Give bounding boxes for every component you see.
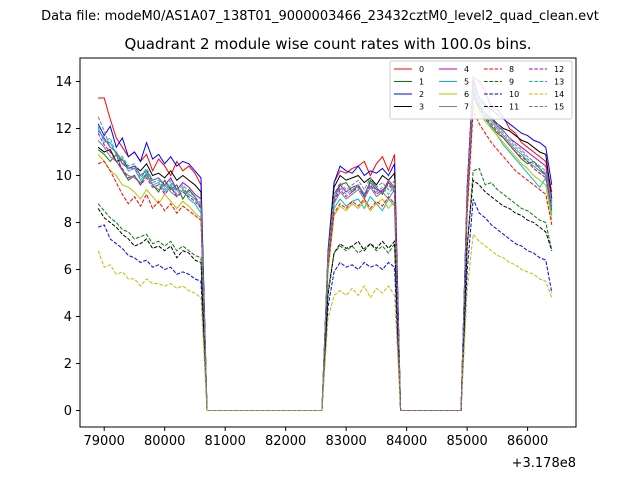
legend-label-7: 7: [464, 103, 469, 112]
legend-label-8: 8: [509, 65, 514, 74]
series-line-14: [97, 233, 553, 412]
y-tick-label: 12: [55, 122, 72, 137]
legend-label-15: 15: [554, 103, 564, 112]
series-line-6: [97, 103, 553, 412]
x-tick-label: 81000: [204, 434, 245, 449]
series-line-10: [97, 198, 553, 412]
x-axis-offset-label: +3.178e8: [512, 456, 576, 471]
series-line-15: [97, 83, 553, 412]
legend-label-6: 6: [464, 90, 469, 99]
y-tick-label: 2: [64, 357, 72, 372]
legend-label-13: 13: [554, 78, 564, 87]
legend-label-0: 0: [419, 65, 424, 74]
y-tick-label: 6: [64, 263, 72, 278]
x-tick-label: 86000: [507, 434, 548, 449]
y-tick-label: 10: [55, 169, 72, 184]
legend-box: [389, 60, 573, 120]
y-tick-label: 8: [64, 216, 72, 231]
y-tick-label: 4: [64, 310, 72, 325]
x-axis: 79000 80000 81000 82000 83000 84000 85000 86000: [84, 427, 548, 449]
y-tick-label: 14: [55, 75, 72, 90]
legend-label-14: 14: [554, 90, 564, 99]
series-line-11: [97, 179, 553, 412]
series-line-5: [97, 86, 553, 412]
plot-frame: [79, 57, 577, 428]
legend-label-11: 11: [509, 103, 519, 112]
chart-suptitle: Data file: modeM0/AS1A07_138T01_90000034…: [41, 9, 599, 24]
series-line-8: [97, 109, 553, 412]
series-line-7: [97, 94, 553, 412]
series-line-3: [97, 90, 553, 412]
x-tick-label: 82000: [265, 434, 306, 449]
y-axis: 0 2 4 6 8 10 12 14: [55, 75, 80, 419]
x-tick-label: 85000: [446, 434, 487, 449]
series-lines: [97, 75, 553, 412]
legend-label-4: 4: [464, 65, 469, 74]
x-tick-label: 84000: [386, 434, 427, 449]
legend-label-2: 2: [419, 90, 424, 99]
x-tick-label: 83000: [325, 434, 366, 449]
legend-label-3: 3: [419, 103, 424, 112]
x-tick-label: 80000: [144, 434, 185, 449]
series-line-12: [97, 96, 553, 412]
legend-label-1: 1: [419, 78, 424, 87]
series-line-13: [97, 88, 553, 412]
legend-label-10: 10: [509, 90, 519, 99]
y-tick-label: 0: [64, 404, 72, 419]
legend-label-9: 9: [509, 78, 514, 87]
legend-label-12: 12: [554, 65, 564, 74]
chart-title: Quadrant 2 module wise count rates with …: [124, 35, 531, 53]
x-tick-label: 79000: [84, 434, 125, 449]
legend-label-5: 5: [464, 78, 469, 87]
